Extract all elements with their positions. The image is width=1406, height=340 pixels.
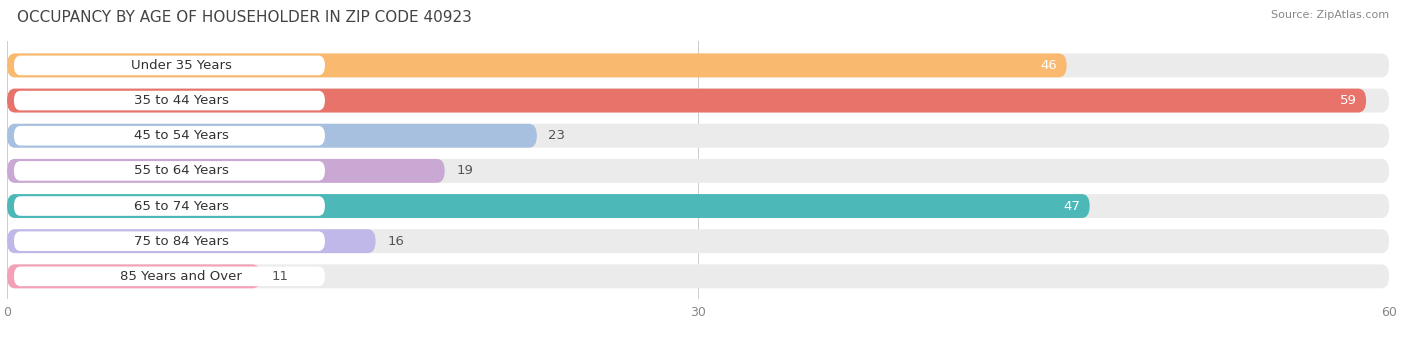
FancyBboxPatch shape xyxy=(7,194,1389,218)
Text: 55 to 64 Years: 55 to 64 Years xyxy=(134,164,228,177)
Text: 45 to 54 Years: 45 to 54 Years xyxy=(134,129,228,142)
Text: Source: ZipAtlas.com: Source: ZipAtlas.com xyxy=(1271,10,1389,20)
FancyBboxPatch shape xyxy=(7,53,1067,78)
Text: 65 to 74 Years: 65 to 74 Years xyxy=(134,200,228,212)
Text: 46: 46 xyxy=(1040,59,1057,72)
Text: 16: 16 xyxy=(387,235,404,248)
Text: 35 to 44 Years: 35 to 44 Years xyxy=(134,94,228,107)
FancyBboxPatch shape xyxy=(14,161,325,181)
FancyBboxPatch shape xyxy=(7,229,375,253)
Text: 59: 59 xyxy=(1340,94,1357,107)
FancyBboxPatch shape xyxy=(7,89,1389,113)
Text: 23: 23 xyxy=(548,129,565,142)
FancyBboxPatch shape xyxy=(7,265,260,288)
FancyBboxPatch shape xyxy=(7,159,444,183)
FancyBboxPatch shape xyxy=(14,267,325,286)
FancyBboxPatch shape xyxy=(7,194,1090,218)
Text: 85 Years and Over: 85 Years and Over xyxy=(120,270,242,283)
FancyBboxPatch shape xyxy=(7,124,1389,148)
Text: OCCUPANCY BY AGE OF HOUSEHOLDER IN ZIP CODE 40923: OCCUPANCY BY AGE OF HOUSEHOLDER IN ZIP C… xyxy=(17,10,472,25)
FancyBboxPatch shape xyxy=(7,124,537,148)
Text: 19: 19 xyxy=(456,164,472,177)
FancyBboxPatch shape xyxy=(14,56,325,75)
FancyBboxPatch shape xyxy=(7,159,1389,183)
FancyBboxPatch shape xyxy=(7,229,1389,253)
FancyBboxPatch shape xyxy=(7,89,1367,113)
FancyBboxPatch shape xyxy=(14,126,325,146)
Text: 75 to 84 Years: 75 to 84 Years xyxy=(134,235,228,248)
Text: 47: 47 xyxy=(1063,200,1080,212)
FancyBboxPatch shape xyxy=(7,53,1389,78)
FancyBboxPatch shape xyxy=(14,196,325,216)
FancyBboxPatch shape xyxy=(14,232,325,251)
FancyBboxPatch shape xyxy=(14,91,325,110)
Text: Under 35 Years: Under 35 Years xyxy=(131,59,232,72)
FancyBboxPatch shape xyxy=(7,265,1389,288)
Text: 11: 11 xyxy=(271,270,288,283)
